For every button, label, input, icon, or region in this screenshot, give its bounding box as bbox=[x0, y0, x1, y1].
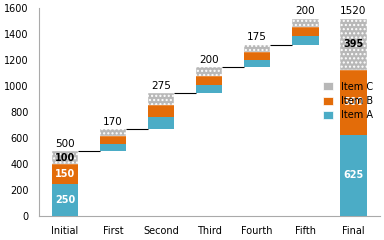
Bar bbox=[244, 60, 270, 67]
Bar bbox=[340, 18, 367, 70]
Bar bbox=[100, 129, 126, 136]
Text: 200: 200 bbox=[296, 6, 315, 16]
Bar bbox=[148, 93, 174, 105]
Text: 500: 500 bbox=[55, 139, 75, 149]
Text: 625: 625 bbox=[343, 170, 364, 180]
Bar bbox=[148, 105, 174, 117]
Text: 175: 175 bbox=[247, 32, 267, 42]
Bar bbox=[340, 135, 367, 216]
Text: 250: 250 bbox=[55, 195, 75, 205]
Legend: Item C, Item B, Item A: Item C, Item B, Item A bbox=[321, 80, 375, 122]
Bar bbox=[196, 67, 222, 76]
Bar bbox=[52, 164, 78, 184]
Bar bbox=[100, 144, 126, 151]
Bar bbox=[244, 52, 270, 60]
Text: 100: 100 bbox=[55, 153, 75, 163]
Bar bbox=[52, 151, 78, 164]
Bar bbox=[196, 84, 222, 93]
Text: 1520: 1520 bbox=[340, 6, 367, 16]
Text: 275: 275 bbox=[151, 81, 171, 91]
Bar bbox=[340, 70, 367, 135]
Bar bbox=[100, 136, 126, 144]
Text: 395: 395 bbox=[343, 39, 364, 49]
Text: 150: 150 bbox=[55, 169, 75, 179]
Bar bbox=[292, 36, 319, 45]
Text: 500: 500 bbox=[343, 97, 364, 107]
Bar bbox=[196, 76, 222, 84]
Bar bbox=[292, 27, 319, 36]
Bar bbox=[244, 45, 270, 52]
Bar bbox=[148, 117, 174, 129]
Text: 170: 170 bbox=[103, 117, 123, 127]
Bar bbox=[52, 184, 78, 216]
Text: 200: 200 bbox=[199, 55, 219, 65]
Bar bbox=[292, 18, 319, 27]
